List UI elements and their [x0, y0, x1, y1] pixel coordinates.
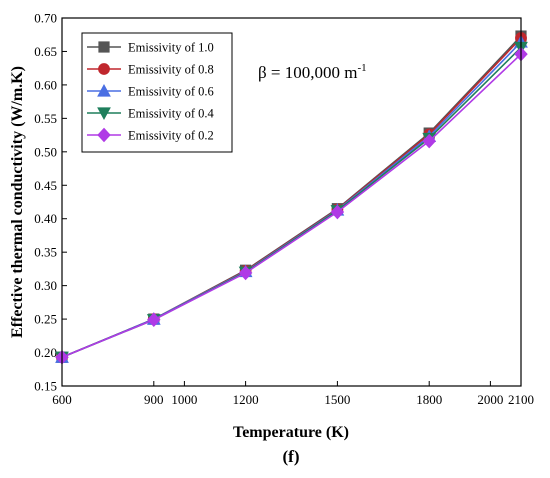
legend-item: Emissivity of 0.6 — [87, 83, 214, 99]
plot-frame — [61, 17, 522, 387]
x-axis-title: Temperature (K) — [233, 424, 349, 441]
legend-item: Emissivity of 0.4 — [87, 107, 215, 121]
y-tick-label: 0.60 — [34, 77, 57, 92]
legend-label: Emissivity of 1.0 — [128, 41, 214, 55]
y-tick-label: 0.65 — [34, 44, 57, 59]
legend-marker — [97, 127, 111, 143]
legend-item: Emissivity of 0.2 — [87, 127, 214, 143]
legend-marker — [97, 107, 111, 121]
plot-series — [55, 30, 528, 365]
x-tick-label: 2100 — [508, 392, 534, 407]
legend-marker — [98, 63, 110, 75]
data-point — [330, 204, 345, 220]
x-tick-label: 1000 — [171, 392, 197, 407]
x-tick-label: 900 — [144, 392, 164, 407]
axis-ticks: 600 900 1000 1200 1500 1800 2000 2100 0.15 0.20 0.… — [34, 11, 534, 408]
x-tick-label: 2000 — [477, 392, 503, 407]
y-tick-label: 0.55 — [34, 111, 57, 126]
legend-marker — [98, 41, 110, 53]
y-tick-label: 0.50 — [34, 144, 57, 159]
y-tick-label: 0.45 — [34, 178, 57, 193]
x-tick-label: 1800 — [416, 392, 442, 407]
y-tick-label: 0.70 — [34, 11, 57, 26]
data-point — [422, 133, 436, 149]
legend: Emissivity of 1.0 Emissivity of 0.8 Emissi… — [81, 32, 233, 153]
y-tick-label: 0.30 — [34, 278, 57, 293]
legend-label: Emissivity of 0.8 — [128, 63, 214, 77]
beta-annotation-superscript: -1 — [357, 62, 366, 74]
legend-item: Emissivity of 1.0 — [87, 41, 214, 55]
legend-item: Emissivity of 0.8 — [87, 63, 214, 77]
y-axis-title: Effective thermal conductivity (W/m.K) — [9, 66, 26, 338]
y-tick-label: 0.40 — [34, 211, 57, 226]
legend-marker — [97, 83, 111, 97]
beta-annotation: β = 100,000 m-1 — [258, 62, 367, 82]
x-tick-label: 1500 — [324, 392, 350, 407]
y-tick-label: 0.15 — [34, 379, 57, 394]
legend-label: Emissivity of 0.2 — [128, 129, 214, 143]
beta-annotation-text: β = 100,000 m — [258, 63, 357, 82]
legend-label: Emissivity of 0.6 — [128, 85, 214, 99]
x-tick-label: 1200 — [233, 392, 259, 407]
data-point — [147, 312, 161, 328]
x-tick-label: 600 — [52, 392, 72, 407]
panel-label: (f) — [283, 447, 300, 466]
y-tick-label: 0.35 — [34, 245, 57, 260]
data-point — [238, 265, 253, 281]
y-tick-label: 0.25 — [34, 312, 57, 327]
series-line — [61, 53, 522, 358]
y-tick-label: 0.20 — [34, 345, 57, 360]
legend-label: Emissivity of 0.4 — [128, 107, 215, 121]
